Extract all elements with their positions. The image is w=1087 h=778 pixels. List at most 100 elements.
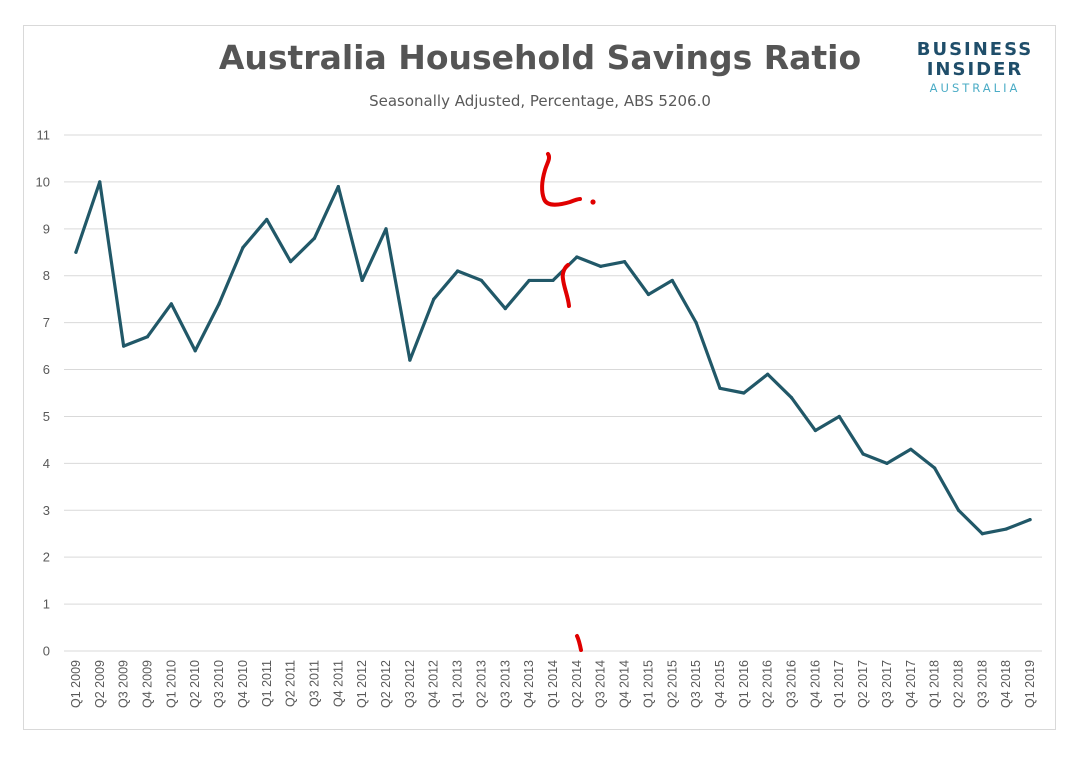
y-tick-label: 10 — [36, 174, 50, 189]
gridlines — [64, 134, 1042, 652]
annotation-mark-stroke — [560, 263, 571, 308]
y-tick-label: 7 — [43, 315, 50, 330]
data-point — [718, 386, 722, 390]
logo-line-australia: AUSTRALIA — [929, 81, 1021, 95]
y-tick-label: 6 — [43, 362, 50, 377]
x-tick-label: Q3 2013 — [498, 660, 512, 708]
x-tick-label: Q3 2012 — [403, 660, 417, 708]
x-tick-label: Q3 2011 — [307, 660, 321, 707]
data-point — [479, 278, 484, 283]
data-point — [646, 292, 651, 297]
data-point — [837, 414, 841, 419]
series-line — [74, 180, 1032, 536]
annotation-mark-bracket — [540, 152, 582, 207]
x-tick-label: Q2 2011 — [284, 660, 298, 707]
data-point — [766, 372, 770, 376]
data-point — [265, 217, 269, 222]
y-tick-label: 4 — [43, 456, 50, 471]
data-point — [1004, 527, 1008, 531]
x-tick-label: Q2 2017 — [856, 660, 870, 708]
x-tick-label: Q2 2015 — [665, 660, 679, 708]
data-point — [312, 236, 317, 240]
x-tick-label: Q1 2010 — [164, 660, 178, 708]
y-tick-label: 1 — [43, 597, 50, 612]
x-tick-label: Q1 2014 — [546, 660, 560, 708]
y-tick-label: 2 — [43, 550, 50, 565]
data-point — [622, 260, 627, 264]
x-tick-label: Q2 2018 — [952, 660, 966, 708]
x-tick-label: Q1 2015 — [641, 660, 655, 708]
data-point — [527, 278, 531, 283]
y-tick-label: 9 — [43, 221, 50, 236]
x-tick-label: Q3 2015 — [689, 660, 703, 708]
data-point — [122, 344, 126, 348]
data-point — [742, 391, 746, 395]
data-point — [1028, 518, 1032, 522]
data-point — [670, 278, 674, 283]
data-point — [599, 264, 603, 268]
data-point — [74, 250, 78, 254]
x-tick-label: Q3 2010 — [212, 660, 226, 708]
data-point — [408, 358, 412, 362]
x-tick-label: Q1 2011 — [260, 660, 274, 707]
data-point — [789, 396, 794, 400]
data-point — [336, 185, 340, 189]
y-tick-label: 0 — [43, 644, 50, 659]
x-tick-label: Q2 2014 — [570, 660, 584, 708]
x-tick-label: Q4 2009 — [140, 660, 154, 708]
x-tick-label: Q2 2009 — [93, 660, 107, 708]
data-point — [455, 269, 460, 273]
series-layer — [74, 180, 1032, 536]
x-tick-label: Q4 2013 — [522, 660, 536, 708]
data-point — [551, 278, 555, 283]
y-tick-label: 8 — [43, 268, 50, 283]
data-point — [861, 452, 865, 456]
data-point — [241, 245, 245, 250]
data-point — [980, 532, 984, 536]
y-axis-tick-labels: 0 1 2 3 4 5 6 7 8 9 10 11 — [36, 128, 50, 659]
data-point — [909, 447, 913, 451]
logo-line-insider: INSIDER — [926, 59, 1024, 80]
x-tick-label: Q1 2018 — [928, 660, 942, 708]
x-tick-label: Q4 2014 — [618, 660, 632, 708]
x-tick-label: Q4 2016 — [808, 660, 822, 708]
x-axis-tick-labels: Q1 2009 Q2 2009 Q3 2009 Q4 2009 Q1 2010 Q2 20… — [69, 660, 1037, 708]
data-point — [813, 428, 817, 433]
data-point — [432, 297, 436, 301]
chart-frame — [23, 25, 1056, 730]
y-tick-label: 5 — [43, 409, 50, 424]
annotation-mark-dot — [590, 199, 596, 205]
data-point — [360, 278, 364, 283]
x-tick-label: Q1 2012 — [355, 660, 369, 708]
x-tick-label: Q2 2010 — [188, 660, 202, 708]
x-tick-label: Q4 2011 — [331, 660, 345, 707]
x-tick-label: Q4 2018 — [999, 660, 1013, 708]
x-tick-label: Q3 2016 — [785, 660, 799, 708]
x-tick-label: Q3 2014 — [594, 660, 608, 708]
x-tick-label: Q4 2012 — [427, 660, 441, 708]
x-tick-label: Q4 2017 — [904, 660, 918, 708]
chart-title: Australia Household Savings Ratio — [218, 38, 862, 77]
data-point — [956, 508, 961, 512]
x-tick-label: Q4 2015 — [713, 660, 727, 708]
x-tick-label: Q1 2013 — [451, 660, 465, 708]
chart-subtitle: Seasonally Adjusted, Percentage, ABS 520… — [369, 92, 711, 110]
data-point — [885, 461, 889, 465]
data-point — [217, 302, 221, 306]
data-point — [98, 180, 102, 184]
annotation-mark-tick — [575, 634, 583, 652]
data-point — [145, 335, 150, 339]
x-tick-label: Q4 2010 — [236, 660, 250, 708]
data-point — [384, 227, 388, 231]
x-tick-label: Q2 2016 — [761, 660, 775, 708]
data-point — [933, 466, 937, 470]
y-tick-label: 3 — [43, 503, 50, 518]
data-point — [694, 321, 698, 325]
x-tick-label: Q1 2009 — [69, 660, 83, 708]
x-tick-label: Q1 2019 — [1023, 660, 1037, 708]
data-point — [193, 349, 197, 353]
logo-line-business: BUSINESS — [916, 39, 1034, 60]
data-point — [503, 306, 507, 311]
x-tick-label: Q3 2017 — [880, 660, 894, 708]
